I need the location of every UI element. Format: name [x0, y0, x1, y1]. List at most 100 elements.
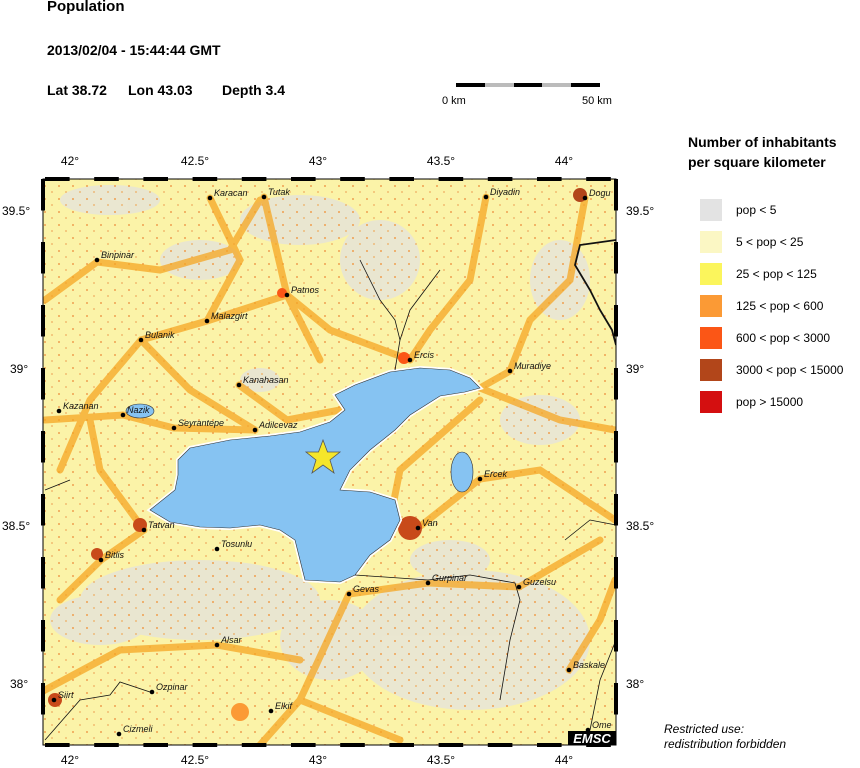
- city-dot: [268, 708, 274, 714]
- lat-tick-right: 39.5°: [626, 204, 654, 218]
- event-datetime: 2013/02/04 - 15:44:44 GMT: [47, 42, 221, 58]
- legend-swatch: [700, 199, 722, 221]
- event-longitude: Lon 43.03: [128, 82, 193, 98]
- city-label: Elkif: [275, 701, 294, 711]
- city-dot: [120, 412, 126, 418]
- legend-title-line1: Number of inhabitants: [688, 134, 837, 150]
- lon-tick-bottom: 42.5°: [181, 753, 209, 767]
- lon-tick-bottom: 43°: [309, 753, 327, 767]
- scale-bar: [456, 83, 600, 87]
- borders-rivers: [44, 239, 616, 741]
- city-label: Ercek: [484, 469, 508, 479]
- city-label: Patnos: [291, 285, 320, 295]
- lon-tick-top: 42.5°: [181, 154, 209, 168]
- legend-title-line2: per square kilometer: [688, 154, 826, 170]
- city-label: Ome: [592, 720, 612, 730]
- lon-tick-bottom: 43.5°: [427, 753, 455, 767]
- city-label: Baskale: [573, 660, 605, 670]
- city-label: Seyrantepe: [178, 418, 224, 428]
- lon-tick-top: 43.5°: [427, 154, 455, 168]
- lake-ercek: [450, 451, 474, 493]
- legend-item: pop < 5: [700, 199, 776, 221]
- city-label: Gurpinar: [432, 573, 468, 583]
- usage-note-line1: Restricted use:: [664, 722, 745, 736]
- usage-note-line2: redistribution forbidden: [664, 737, 787, 751]
- city-dot: [425, 580, 431, 586]
- lat-tick-left: 38°: [10, 677, 28, 691]
- city-dot: [171, 425, 177, 431]
- city-label: Bulanik: [145, 330, 175, 340]
- city-label: Tatvan: [148, 520, 175, 530]
- city-label: Nazik: [127, 405, 150, 415]
- lon-tick-top: 44°: [555, 154, 573, 168]
- legend-label: 125 < pop < 600: [736, 299, 824, 313]
- lake-van: [146, 365, 484, 585]
- map-frame: [41, 177, 618, 747]
- city-label: Tutak: [268, 187, 290, 197]
- legend-label: 5 < pop < 25: [736, 235, 804, 249]
- city-dot: [516, 584, 522, 590]
- legend-swatch: [700, 231, 722, 253]
- city-dot: [138, 337, 144, 343]
- legend-swatch: [700, 263, 722, 285]
- city-label: Malazgirt: [211, 311, 248, 321]
- towns-dense: [48, 188, 587, 721]
- city-dot: [207, 195, 213, 201]
- city-dot: [236, 382, 242, 388]
- legend-item: pop > 15000: [700, 391, 803, 413]
- city-dot: [566, 667, 572, 673]
- city-label: Binpinar: [101, 250, 135, 260]
- city-label: Guzelsu: [523, 577, 556, 587]
- city-dot: [415, 525, 421, 531]
- city-dot: [346, 591, 352, 597]
- map-area: Karacan Tutak Diyadin Dogu Binpinar Patnos Mal…: [43, 179, 616, 746]
- city-dot: [582, 195, 588, 201]
- legend-label: pop < 5: [736, 203, 777, 217]
- city-label: Karacan: [214, 188, 248, 198]
- scale-end-label: 50 km: [582, 95, 612, 107]
- city-dot: [214, 546, 220, 552]
- city-dot: [507, 368, 513, 374]
- city-dot: [51, 697, 57, 703]
- legend-label: 25 < pop < 125: [736, 267, 817, 281]
- city-dot: [98, 557, 104, 563]
- city-label: Kanahasan: [243, 375, 289, 385]
- emsc-logo-text: EMSC: [573, 731, 611, 746]
- lon-tick-top: 42°: [61, 154, 79, 168]
- city-label: Bitlis: [105, 550, 125, 560]
- city-label: Alsar: [220, 635, 243, 645]
- city-label: Siirt: [58, 690, 74, 700]
- city-label: Tosunlu: [221, 539, 252, 549]
- legend-title: Number of inhabitants per square kilomet…: [688, 132, 837, 172]
- road-corridors: [43, 193, 616, 745]
- city-label: Gevas: [353, 584, 380, 594]
- legend-swatch: [700, 295, 722, 317]
- city-label: Dogu: [589, 188, 611, 198]
- lon-tick-bottom: 44°: [555, 753, 573, 767]
- city-dot: [214, 642, 220, 648]
- city-label: Adilcevaz: [258, 420, 298, 430]
- legend-item: 5 < pop < 25: [700, 231, 803, 253]
- legend-label: pop > 15000: [736, 395, 804, 409]
- city-dot: [252, 427, 258, 433]
- lat-tick-right: 38°: [626, 677, 644, 691]
- city-dot: [149, 689, 155, 695]
- city-label: Cizmeli: [123, 724, 154, 734]
- city-label: Ozpinar: [156, 682, 189, 692]
- city-dot: [204, 318, 210, 324]
- legend-label: 600 < pop < 3000: [736, 331, 831, 345]
- event-depth: Depth 3.4: [222, 82, 286, 98]
- lat-tick-left: 39.5°: [2, 204, 30, 218]
- lake-nazik: [125, 403, 155, 419]
- city-dot: [56, 408, 62, 414]
- lat-tick-right: 38.5°: [626, 519, 654, 533]
- city-label: Kazanan: [63, 401, 99, 411]
- city-dot: [407, 357, 413, 363]
- legend-label: 3000 < pop < 15000: [736, 363, 844, 377]
- star-icon: [304, 438, 342, 475]
- city-dot: [94, 257, 100, 263]
- legend-item: 25 < pop < 125: [700, 263, 817, 285]
- legend-item: 3000 < pop < 15000: [700, 359, 843, 381]
